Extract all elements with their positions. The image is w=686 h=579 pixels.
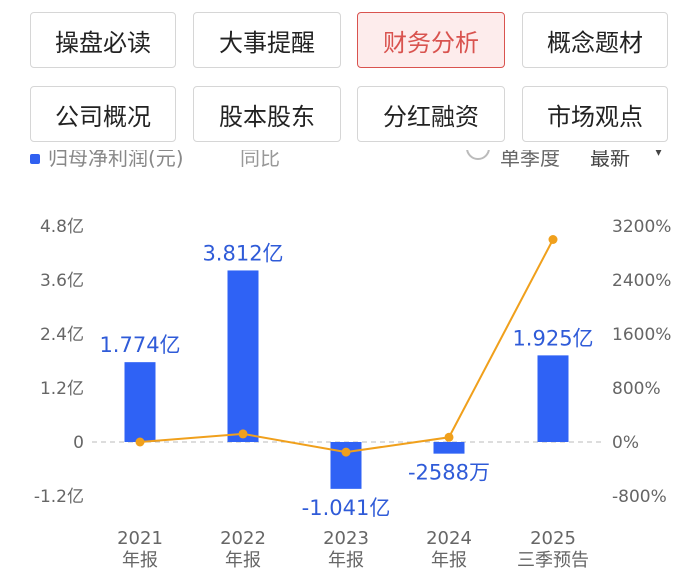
tab-dividend[interactable]: 分红融资 [357,86,505,142]
chart-legend: 归母净利润(元) 同比 单季度 最新 ▾ [0,150,686,174]
latest-dropdown[interactable]: 最新 [590,150,630,170]
y-right-tick: 2400% [612,271,671,291]
bar [433,442,465,454]
tab-caopan[interactable]: 操盘必读 [30,12,176,68]
bar-value-label: 1.774亿 [99,333,180,357]
bar-value-label: -1.041亿 [302,496,391,520]
x-tick-sublabel: 年报 [328,550,364,571]
period-option[interactable]: 单季度 [500,150,560,170]
chevron-down-icon[interactable]: ▾ [655,150,663,160]
y-right-tick: 3200% [612,217,671,237]
tab-company[interactable]: 公司概况 [30,86,176,142]
x-tick-label: 2023 [323,528,369,549]
bar [537,355,569,442]
y-right-tick: 800% [612,379,661,399]
tab-market-view[interactable]: 市场观点 [522,86,668,142]
y-left-tick: 2.4亿 [40,325,84,345]
y-left-tick: 1.2亿 [40,379,84,399]
bar-legend-swatch [30,154,40,164]
x-tick-sublabel: 年报 [431,550,467,571]
x-tick-label: 2024 [426,528,472,549]
x-tick-label: 2021 [117,528,163,549]
legend-series1: 归母净利润(元) [48,150,184,170]
x-tick-label: 2022 [220,528,266,549]
bar-value-label: 3.812亿 [202,241,283,265]
yoy-point [444,432,454,442]
tab-shareholders[interactable]: 股本股东 [193,86,341,142]
y-left-tick: 3.6亿 [40,271,84,291]
y-right-tick: 0% [612,433,639,453]
x-tick-sublabel: 年报 [122,550,158,571]
y-left-tick: -1.2亿 [34,487,84,507]
bar [227,270,259,442]
legend-series2: 同比 [240,150,280,170]
bar-value-label: 1.925亿 [512,326,593,350]
x-tick-sublabel: 年报 [225,550,261,571]
tab-concept[interactable]: 概念题材 [522,12,668,68]
bar [124,362,156,442]
yoy-point [341,447,351,457]
yoy-line [139,239,554,454]
yoy-point [238,429,248,439]
y-right-tick: -800% [612,487,667,507]
yoy-point [135,437,145,447]
yoy-point [548,235,558,244]
bar-value-label: -2588万 [408,461,490,485]
x-tick-label: 2025 [530,528,576,549]
tab-finance[interactable]: 财务分析 [357,12,505,68]
y-left-tick: 0 [73,433,84,453]
tab-events[interactable]: 大事提醒 [193,12,341,68]
y-right-tick: 1600% [612,325,671,345]
y-left-tick: 4.8亿 [40,217,84,237]
x-tick-sublabel: 三季预告 [517,550,589,571]
